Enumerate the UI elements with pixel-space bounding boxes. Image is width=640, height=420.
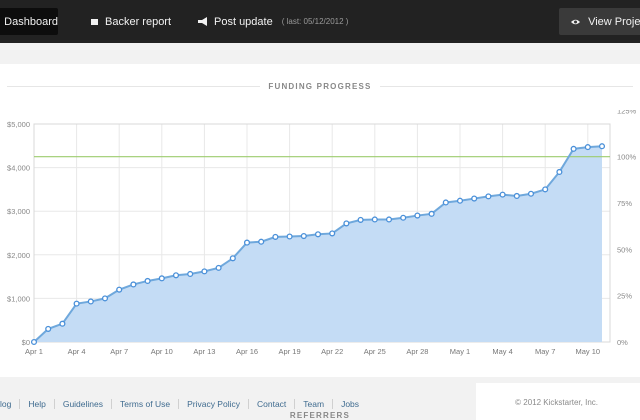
data-point <box>59 320 66 327</box>
view-project-button[interactable]: View Project <box>559 8 640 35</box>
data-point <box>527 190 535 197</box>
data-point <box>513 192 520 199</box>
x-tick-label: May 4 <box>492 347 512 356</box>
funding-progress-chart: Apr 1 Apr 4 Apr 7 Apr 10 Apr 13 Apr 16 Apr 19 A… <box>7 110 637 356</box>
x-tick-label: Apr 10 <box>151 347 173 356</box>
y-tick-label-right: 75% <box>617 199 632 208</box>
last-update-date: ( last: 05/12/2012 ) <box>281 17 349 26</box>
referrers-heading: REFERRERS <box>289 411 351 420</box>
footer-link-contact[interactable]: Contact <box>247 399 294 409</box>
x-tick-label: Apr 1 <box>25 347 43 356</box>
x-tick-label: May 7 <box>535 347 555 356</box>
y-tick-label-left: $3,000 <box>7 207 30 216</box>
x-tick-label: Apr 7 <box>110 347 128 356</box>
y-tick-label-right: 50% <box>617 245 632 254</box>
data-point <box>499 191 506 198</box>
footer-link-help[interactable]: Help <box>19 399 53 409</box>
data-point <box>158 275 165 282</box>
y-tick-label-left: $1,000 <box>7 294 30 303</box>
footer-link-log[interactable]: log <box>0 399 12 409</box>
data-point <box>229 255 236 262</box>
data-point <box>570 145 577 152</box>
data-point <box>300 233 307 240</box>
data-point <box>187 270 194 278</box>
post-update-tab[interactable]: Post update ( last: 05/12/2012 ) <box>197 0 348 43</box>
top-navigation-bar: Dashboard Backer report Post update ( la… <box>0 0 640 43</box>
footer-copyright-panel <box>476 383 640 420</box>
footer-link-team[interactable]: Team <box>294 399 332 409</box>
y-tick-label-right: 125% <box>617 110 637 115</box>
backer-report-label: Backer report <box>105 15 172 28</box>
y-tick-label-right: 0% <box>617 338 628 347</box>
data-point <box>45 325 52 332</box>
header-separator-band <box>0 43 640 64</box>
funding-progress-heading: FUNDING PROGRESS <box>0 82 640 91</box>
y-tick-label-left: $5,000 <box>7 120 30 129</box>
x-tick-label: Apr 13 <box>193 347 215 356</box>
dashboard-label: Dashboard <box>4 15 58 28</box>
data-point <box>172 272 180 279</box>
data-point <box>116 286 123 293</box>
y-tick-label-left: $4,000 <box>7 164 30 173</box>
data-point <box>30 338 38 346</box>
data-point <box>385 216 393 223</box>
data-point <box>357 216 364 223</box>
data-point <box>414 212 421 219</box>
funding-progress-title: FUNDING PROGRESS <box>260 82 380 91</box>
data-point <box>258 238 265 245</box>
y-tick-label-left: $0 <box>22 338 30 347</box>
data-point <box>101 295 109 302</box>
data-point <box>542 186 549 193</box>
x-tick-label: Apr 22 <box>321 347 343 356</box>
data-point <box>201 268 208 275</box>
y-tick-label-right: 25% <box>617 292 632 301</box>
data-point <box>215 264 222 271</box>
megaphone-icon <box>198 17 207 26</box>
data-point <box>371 216 378 223</box>
data-point <box>73 300 80 307</box>
x-tick-label: May 1 <box>450 347 470 356</box>
data-point <box>428 210 435 217</box>
data-point <box>598 143 606 150</box>
data-point <box>556 168 563 176</box>
backer-report-tab[interactable]: Backer report <box>91 0 171 43</box>
data-point <box>343 220 350 227</box>
list-icon <box>91 18 98 25</box>
data-point <box>400 214 407 221</box>
x-tick-label: Apr 25 <box>364 347 386 356</box>
y-tick-label-left: $2,000 <box>7 251 30 260</box>
y-tick-label-right: 100% <box>617 153 637 162</box>
footer-link-terms-of-use[interactable]: Terms of Use <box>111 399 178 409</box>
x-tick-label: May 10 <box>575 347 600 356</box>
data-point <box>144 277 151 285</box>
footer-links: log Help Guidelines Terms of Use Privacy Pol… <box>0 397 367 411</box>
x-tick-label: Apr 19 <box>279 347 301 356</box>
data-point <box>87 298 94 305</box>
dashboard-tab[interactable]: Dashboard <box>0 8 58 35</box>
data-point <box>456 197 464 204</box>
data-point <box>286 233 293 240</box>
data-point <box>272 233 279 240</box>
data-point <box>442 199 449 206</box>
footer-link-privacy-policy[interactable]: Privacy Policy <box>178 399 248 409</box>
x-tick-label: Apr 28 <box>406 347 428 356</box>
data-point <box>329 230 336 237</box>
footer-link-jobs[interactable]: Jobs <box>332 399 367 409</box>
footer-link-guidelines[interactable]: Guidelines <box>53 399 111 409</box>
copyright-text: © 2012 Kickstarter, Inc. <box>515 398 598 407</box>
data-point <box>314 231 322 238</box>
data-point <box>130 281 137 288</box>
data-point <box>243 239 251 246</box>
funding-area-fill <box>34 146 602 342</box>
data-point <box>485 193 492 200</box>
x-tick-label: Apr 4 <box>68 347 86 356</box>
post-update-label: Post update <box>214 15 273 28</box>
data-point <box>471 195 478 202</box>
data-point <box>584 144 591 151</box>
x-tick-label: Apr 16 <box>236 347 258 356</box>
view-project-label: View Project <box>588 15 640 28</box>
eye-icon <box>571 19 581 24</box>
